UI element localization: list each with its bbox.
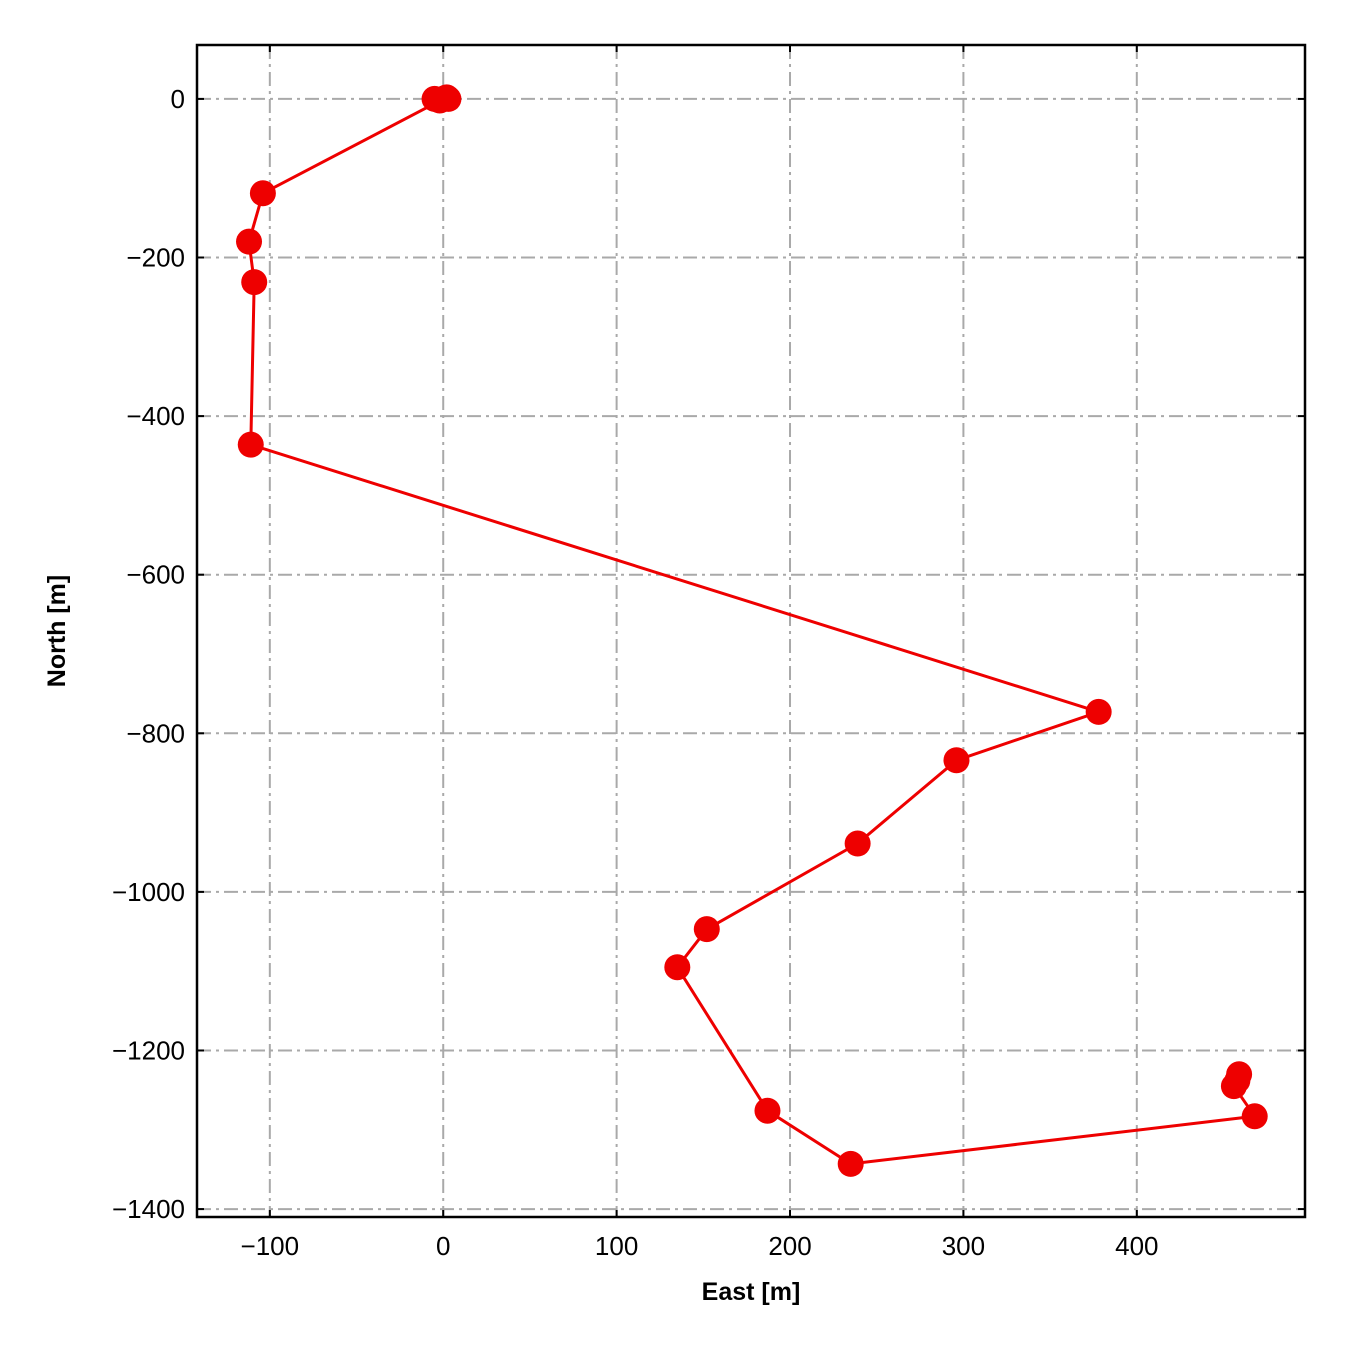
trajectory-point — [236, 228, 263, 255]
x-tick-label: 0 — [436, 1231, 450, 1261]
trajectory-point — [844, 830, 871, 857]
trajectory-point — [837, 1150, 864, 1177]
y-tick-label: −200 — [126, 243, 185, 273]
x-axis-label: East [m] — [702, 1278, 801, 1306]
grid — [197, 45, 1305, 1217]
trajectory-point — [1241, 1103, 1268, 1130]
y-tick-label: −1400 — [112, 1194, 185, 1224]
trajectory-point — [431, 85, 458, 112]
x-tick-label: −100 — [241, 1231, 300, 1261]
x-tick-label: 300 — [942, 1231, 985, 1261]
x-tick-label: 400 — [1115, 1231, 1158, 1261]
trajectory-point — [664, 954, 691, 981]
y-tick-label: −1200 — [112, 1035, 185, 1065]
y-tick-label: −400 — [126, 401, 185, 431]
trajectory-point — [1085, 698, 1112, 725]
x-tick-label: 100 — [595, 1231, 638, 1261]
trajectory-point — [249, 180, 276, 207]
y-tick-label: −1000 — [112, 877, 185, 907]
y-axis-label: North [m] — [43, 575, 71, 687]
x-tick-label: 200 — [768, 1231, 811, 1261]
trajectory-point — [237, 431, 264, 458]
trajectory-point — [693, 916, 720, 943]
y-tick-label: 0 — [171, 84, 185, 114]
trajectory-point — [1226, 1061, 1253, 1088]
plot-frame — [195, 43, 1307, 1219]
trajectory-point — [241, 269, 268, 296]
trajectory-point — [943, 747, 970, 774]
axis-ticks: −100 0 100 200 300 4000−200−400−600−800−1000−… — [112, 45, 1305, 1261]
trajectory-point — [754, 1097, 781, 1124]
y-tick-label: −600 — [126, 560, 185, 590]
y-tick-label: −800 — [126, 718, 185, 748]
trajectory-series — [236, 84, 1268, 1177]
